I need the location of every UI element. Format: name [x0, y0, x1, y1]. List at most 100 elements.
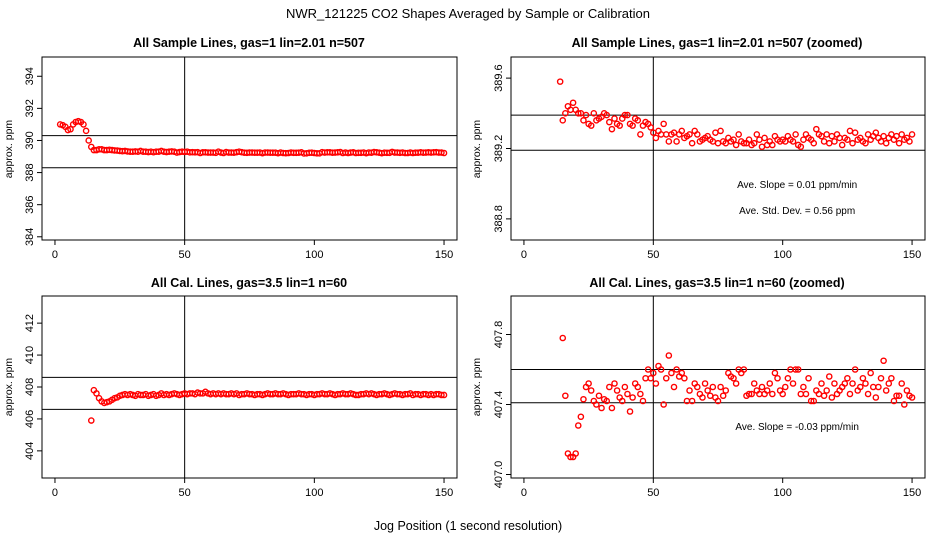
- data-point: [898, 380, 906, 387]
- x-tick-label: 0: [521, 249, 527, 261]
- plot-frame: [41, 56, 458, 241]
- data-point: [867, 369, 874, 377]
- data-point: [440, 149, 448, 157]
- data-point: [730, 374, 737, 382]
- data-point: [745, 390, 753, 398]
- data-point: [673, 138, 680, 145]
- data-point: [440, 391, 448, 399]
- data-point: [781, 383, 789, 391]
- data-point: [825, 373, 833, 380]
- x-tick-label: 0: [52, 249, 58, 261]
- chart-panel-cal-zoomed: All Cal. Lines, gas=3.5 lin=1 n=60 (zoom…: [471, 276, 926, 499]
- x-tick-label: 50: [179, 249, 191, 261]
- data-point: [644, 366, 652, 373]
- data-point: [647, 374, 655, 382]
- data-point: [890, 397, 898, 405]
- data-point: [794, 366, 802, 373]
- data-point: [758, 143, 766, 151]
- data-point: [828, 132, 836, 140]
- data-point: [621, 111, 629, 119]
- data-point: [750, 380, 758, 387]
- data-point: [595, 392, 603, 400]
- data-point: [562, 110, 569, 117]
- data-point: [807, 397, 815, 405]
- data-point: [823, 387, 830, 394]
- data-point: [639, 397, 647, 405]
- data-point: [838, 141, 846, 149]
- data-point: [877, 374, 885, 382]
- data-point: [606, 383, 613, 391]
- data-point: [893, 392, 900, 400]
- x-tick-label: 0: [521, 487, 527, 499]
- data-point: [634, 383, 642, 391]
- data-point: [580, 117, 587, 124]
- data-point: [668, 369, 675, 377]
- data-point: [750, 139, 758, 147]
- data-point: [730, 136, 737, 144]
- data-point: [800, 136, 807, 144]
- data-point: [82, 127, 90, 135]
- data-point: [660, 120, 667, 128]
- data-point: [851, 366, 859, 373]
- x-tick-label: 100: [305, 487, 323, 499]
- data-point: [701, 380, 709, 387]
- x-tick-label: 100: [774, 249, 792, 261]
- x-tick-label: 50: [647, 487, 659, 499]
- data-point: [704, 387, 711, 394]
- data-point: [846, 390, 854, 398]
- data-point: [872, 394, 880, 401]
- y-tick-label: 407.4: [493, 391, 505, 419]
- data-point: [567, 453, 574, 461]
- data-point: [740, 366, 748, 373]
- data-point: [616, 122, 623, 129]
- data-point: [851, 129, 859, 136]
- data-point: [857, 383, 864, 391]
- panel-title: All Sample Lines, gas=1 lin=2.01 n=507: [133, 36, 365, 50]
- data-point: [712, 129, 719, 136]
- x-tick-label: 50: [179, 487, 191, 499]
- data-point: [603, 397, 611, 405]
- y-axis-label: approx. ppm: [3, 358, 15, 417]
- y-tick-label: 392: [24, 99, 36, 117]
- data-point: [637, 390, 644, 398]
- data-point: [810, 139, 818, 147]
- data-point: [706, 392, 714, 400]
- data-point: [810, 397, 818, 405]
- y-tick-label: 388: [24, 163, 36, 181]
- data-point: [681, 374, 688, 382]
- x-tick-label: 0: [52, 487, 58, 499]
- data-point: [652, 134, 660, 142]
- data-point: [686, 131, 693, 138]
- data-point: [714, 139, 722, 147]
- x-axis-label: Jog Position (1 second resolution): [374, 519, 562, 533]
- data-point: [634, 117, 642, 124]
- data-point: [438, 149, 445, 156]
- data-point: [901, 401, 908, 408]
- data-point: [608, 404, 616, 412]
- y-axis-label: approx. ppm: [3, 120, 15, 179]
- data-point: [87, 417, 95, 424]
- page-title: NWR_121225 CO2 Shapes Averaged by Sample…: [286, 6, 650, 21]
- data-point: [629, 122, 636, 129]
- y-tick-label: 389.6: [493, 64, 505, 92]
- data-point: [665, 138, 673, 145]
- y-tick-label: 407.0: [493, 461, 505, 489]
- annotation-text: Ave. Slope = -0.03 ppm/min: [735, 422, 859, 433]
- data-point: [574, 422, 582, 429]
- data-point: [758, 383, 766, 391]
- x-tick-label: 150: [435, 487, 453, 499]
- data-point: [559, 117, 567, 124]
- data-point: [629, 394, 636, 401]
- data-point: [650, 369, 657, 377]
- data-point: [846, 127, 854, 135]
- data-point: [789, 380, 797, 387]
- data-point: [572, 450, 579, 457]
- data-point: [906, 138, 913, 145]
- data-point: [797, 390, 805, 398]
- data-point: [613, 387, 621, 394]
- panel-title: All Cal. Lines, gas=3.5 lin=1 n=60 (zoom…: [589, 276, 844, 290]
- data-point: [753, 131, 761, 138]
- y-tick-label: 386: [24, 196, 36, 214]
- data-point: [593, 401, 600, 408]
- y-tick-label: 389.2: [493, 135, 505, 163]
